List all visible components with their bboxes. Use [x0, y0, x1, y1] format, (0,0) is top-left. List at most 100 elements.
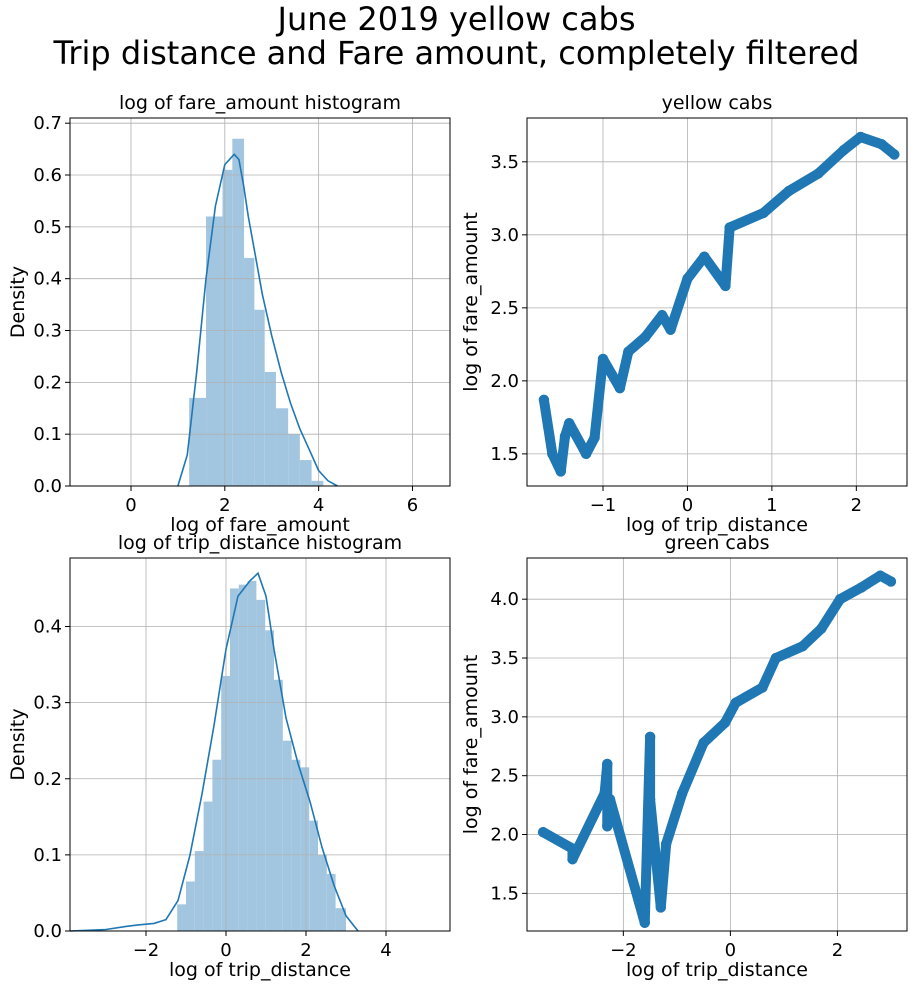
- histogram-bar: [274, 679, 283, 931]
- y-axis-label: log of fare_amount: [460, 655, 482, 835]
- histogram-bar: [300, 767, 310, 931]
- histogram-bar: [189, 397, 207, 486]
- y-tick-label: 3.5: [490, 648, 519, 669]
- histogram-bar: [299, 460, 312, 486]
- y-tick-label: 0.1: [33, 845, 62, 866]
- histogram-bar: [291, 759, 301, 931]
- x-axis-label: log of fare_amount: [170, 514, 350, 536]
- y-tick-label: 2.5: [490, 298, 519, 319]
- subplot-2: −1 0 1 2 1.5 2.0 2.5 3.0 3.5 yellow cabs log of tr…: [460, 92, 908, 536]
- histogram-bar: [288, 434, 300, 486]
- kde-line: [177, 153, 338, 487]
- y-tick-label: 3.0: [490, 225, 519, 246]
- x-tick-label: −1: [590, 495, 617, 516]
- histogram-bar: [326, 873, 336, 931]
- x-axis-label: log of trip_distance: [169, 959, 351, 981]
- y-tick-label: 0.2: [33, 372, 62, 393]
- x-tick-label: 1: [766, 495, 777, 516]
- scatter-point-cluster: [876, 139, 900, 160]
- x-axis-label: log of trip_distance: [626, 959, 808, 981]
- x-tick-label: 2: [832, 940, 843, 961]
- y-tick-label: 2.5: [490, 766, 519, 787]
- histogram-bar: [232, 138, 245, 486]
- x-axis-label: log of trip_distance: [626, 514, 808, 536]
- subplot-3: −2 0 2 4 0.0 0.1 0.2 0.3 0.4 log of trip_distance…: [7, 532, 451, 981]
- y-tick-label: 0.1: [33, 424, 62, 445]
- y-tick-label: 0.0: [33, 476, 62, 497]
- y-tick-label: 0.3: [33, 693, 62, 714]
- scatter-point-cluster: [720, 222, 735, 291]
- scatter-point-cluster: [816, 594, 846, 634]
- x-tick-label: 2: [851, 495, 862, 516]
- scatter-point-cluster: [813, 145, 849, 179]
- x-tick-label: −2: [610, 940, 637, 961]
- histogram-bar: [206, 216, 223, 486]
- x-tick-label: 0: [725, 940, 736, 961]
- scatter-points: [538, 131, 900, 477]
- histogram-bar: [335, 908, 346, 931]
- histogram-bar: [212, 759, 222, 931]
- scatter-point-cluster: [655, 838, 672, 913]
- histogram-bar: [256, 599, 266, 931]
- histogram-bar: [238, 584, 248, 931]
- y-tick-label: 0.6: [33, 165, 62, 186]
- histogram-bar: [264, 371, 276, 486]
- plot-frame: [69, 557, 451, 932]
- x-tick-label: −2: [133, 940, 160, 961]
- y-tick-label: 3.0: [490, 707, 519, 728]
- y-tick-label: 1.5: [490, 883, 519, 904]
- y-tick-label: 0.4: [33, 269, 62, 290]
- suptitle-line-1: June 2019 yellow cabs: [277, 0, 636, 38]
- scatter-point-cluster: [665, 273, 693, 335]
- subplot-title-log-of-trip-distance-histogram: log of trip_distance histogram: [118, 532, 402, 554]
- scatter-point-cluster: [875, 570, 896, 587]
- y-tick-label: 0.3: [33, 321, 62, 342]
- subplot-4: −2 0 2 1.5 2.0 2.5 3.0 3.5 4.0 green cabs log of t…: [460, 532, 908, 981]
- x-tick-label: 2: [219, 495, 230, 516]
- subplot-1: 0 2 4 6 0.0 0.1 0.2 0.3 0.4 0.5 0.6 0.7 log of fare_…: [7, 92, 451, 536]
- y-tick-label: 2.0: [490, 825, 519, 846]
- scatter-point-cluster: [758, 186, 794, 218]
- histogram-bar: [275, 408, 289, 486]
- scatter-point-cluster: [604, 794, 650, 928]
- histogram-bar: [311, 480, 324, 486]
- figure-suptitle: June 2019 yellow cabs Trip distance and …: [0, 2, 913, 70]
- y-tick-label: 3.5: [490, 152, 519, 173]
- y-tick-label: 0.0: [33, 921, 62, 942]
- plot-frame: [69, 117, 451, 487]
- scatter-point-cluster: [555, 431, 570, 477]
- scatter-point-cluster: [589, 353, 608, 443]
- scatter-point-cluster: [538, 827, 578, 854]
- histogram-bar: [282, 740, 292, 931]
- y-tick-label: 1.5: [490, 444, 519, 465]
- x-tick-label: 0: [220, 940, 231, 961]
- x-tick-label: 4: [380, 940, 391, 961]
- histogram-bar: [186, 881, 195, 931]
- y-tick-label: 0.5: [33, 217, 62, 238]
- y-tick-label: 0.7: [33, 113, 62, 134]
- y-tick-label: 2.0: [490, 371, 519, 392]
- y-tick-label: 0.2: [33, 769, 62, 790]
- subplot-title-log-of-fare-amount-histogram: log of fare_amount histogram: [119, 92, 401, 114]
- histogram-bar: [265, 630, 274, 931]
- plot-frame: [526, 557, 908, 932]
- scatter-point-cluster: [614, 346, 634, 394]
- histogram-bar: [309, 820, 318, 931]
- y-axis-label: Density: [7, 708, 29, 780]
- x-tick-label: 0: [125, 495, 136, 516]
- histogram-bar: [244, 257, 255, 486]
- scatter-point-cluster: [661, 788, 688, 849]
- histogram-bar: [247, 580, 257, 931]
- scatter-point-cluster: [677, 737, 709, 799]
- x-tick-label: 0: [682, 495, 693, 516]
- x-tick-label: 6: [407, 495, 418, 516]
- histogram-bar: [230, 588, 239, 931]
- scatter-point-cluster: [757, 653, 781, 693]
- x-tick-label: 2: [300, 940, 311, 961]
- scatter-point-cluster: [538, 394, 558, 459]
- scatter-points: [537, 570, 897, 928]
- scatter-point-cluster: [567, 788, 610, 865]
- histogram-bar: [194, 851, 204, 931]
- y-tick-label: 4.0: [490, 589, 519, 610]
